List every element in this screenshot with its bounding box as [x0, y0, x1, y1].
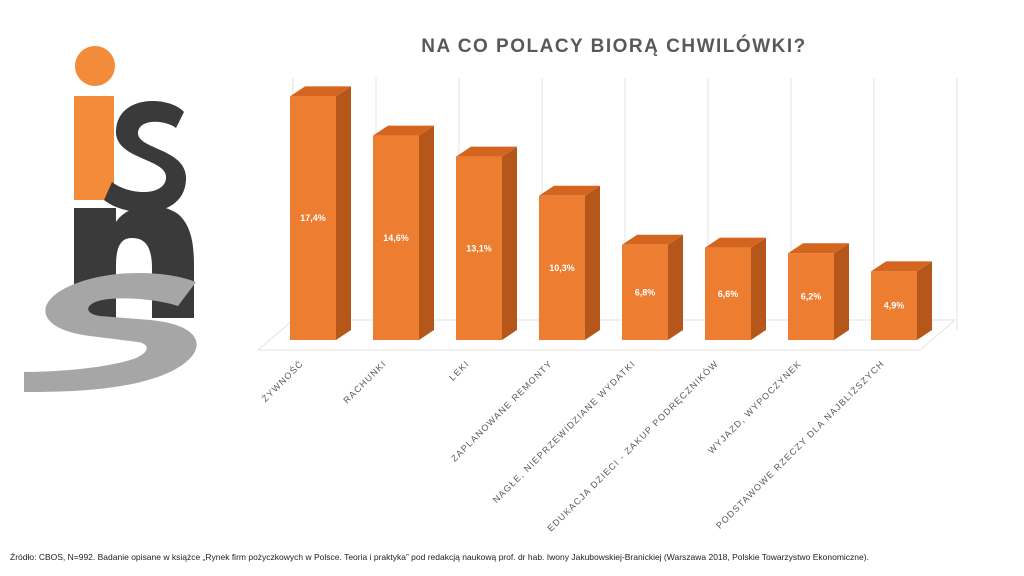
- bar-front: [622, 244, 668, 340]
- bar: 6,6%: [705, 237, 766, 340]
- bar-front: [705, 247, 751, 340]
- bar-value-label: 6,8%: [635, 287, 656, 297]
- chart-bars: 17,4% 14,6% 13,1% 10,3% 6,8% 6,6% 6,2% 4,9%: [290, 86, 932, 341]
- bar: 17,4%: [290, 86, 351, 341]
- category-label: WYJAZD, WYPOCZYNEK: [706, 358, 803, 455]
- bar-front: [539, 195, 585, 340]
- bar-top: [456, 146, 517, 157]
- bar-value-label: 4,9%: [884, 301, 905, 311]
- bar-top: [539, 185, 600, 196]
- bar-top: [290, 86, 351, 97]
- bar-side: [751, 237, 766, 340]
- chart-floor: [256, 319, 957, 351]
- logo-dot: [75, 46, 115, 86]
- category-label: PODSTAWOWE RZECZY DLA NAJBLIŻSZYCH: [714, 358, 886, 530]
- logo-i-stem: [74, 96, 114, 200]
- category-label: EDUKACJA DZIECI - ZAKUP PODRĘCZNIKÓW: [545, 358, 720, 533]
- bar-top: [373, 125, 434, 136]
- bar-side: [502, 146, 517, 340]
- bar-front: [871, 271, 917, 340]
- chart-title: NA CO POLACY BIORĄ CHWILÓWKI?: [421, 35, 806, 57]
- category-label: RACHUNKI: [341, 358, 388, 405]
- bar-side: [834, 243, 849, 340]
- bar-front: [456, 156, 502, 340]
- bar-side: [917, 261, 932, 340]
- bar: 6,8%: [622, 234, 683, 340]
- bar: 10,3%: [539, 185, 600, 340]
- bar-top: [788, 243, 849, 254]
- category-label: ŻYWNOŚĆ: [259, 358, 305, 404]
- bar: 6,2%: [788, 243, 849, 340]
- bar-top: [705, 237, 766, 248]
- logo-s-letter: [104, 101, 187, 213]
- bar-top: [871, 261, 932, 272]
- bar: 4,9%: [871, 261, 932, 340]
- bar: 14,6%: [373, 125, 434, 340]
- bar-value-label: 14,6%: [383, 233, 409, 243]
- bar: 13,1%: [456, 146, 517, 340]
- bar-value-label: 6,2%: [801, 292, 822, 302]
- bar-side: [585, 185, 600, 340]
- bar-front: [373, 135, 419, 340]
- bar-value-label: 6,6%: [718, 289, 739, 299]
- category-label: NAGŁE, NIEPRZEWIDZIANE WYDATKI: [491, 358, 638, 505]
- logo-shadow-s: [24, 272, 197, 392]
- bar-value-label: 10,3%: [549, 263, 575, 273]
- source-note: Źródło: CBOS, N=992. Badanie opisane w k…: [10, 552, 869, 562]
- bar-front: [290, 96, 336, 341]
- bar-value-label: 17,4%: [300, 213, 326, 223]
- bar-side: [668, 234, 683, 340]
- bar-side: [419, 125, 434, 340]
- isns-logo: [24, 46, 197, 392]
- category-label: LEKI: [447, 358, 471, 382]
- floor-outline: [256, 319, 957, 351]
- bar-value-label: 13,1%: [466, 243, 492, 253]
- bar-top: [622, 234, 683, 245]
- bar-front: [788, 253, 834, 340]
- category-label: ZAPLANOWANE REMONTY: [449, 358, 554, 463]
- bar-side: [336, 86, 351, 341]
